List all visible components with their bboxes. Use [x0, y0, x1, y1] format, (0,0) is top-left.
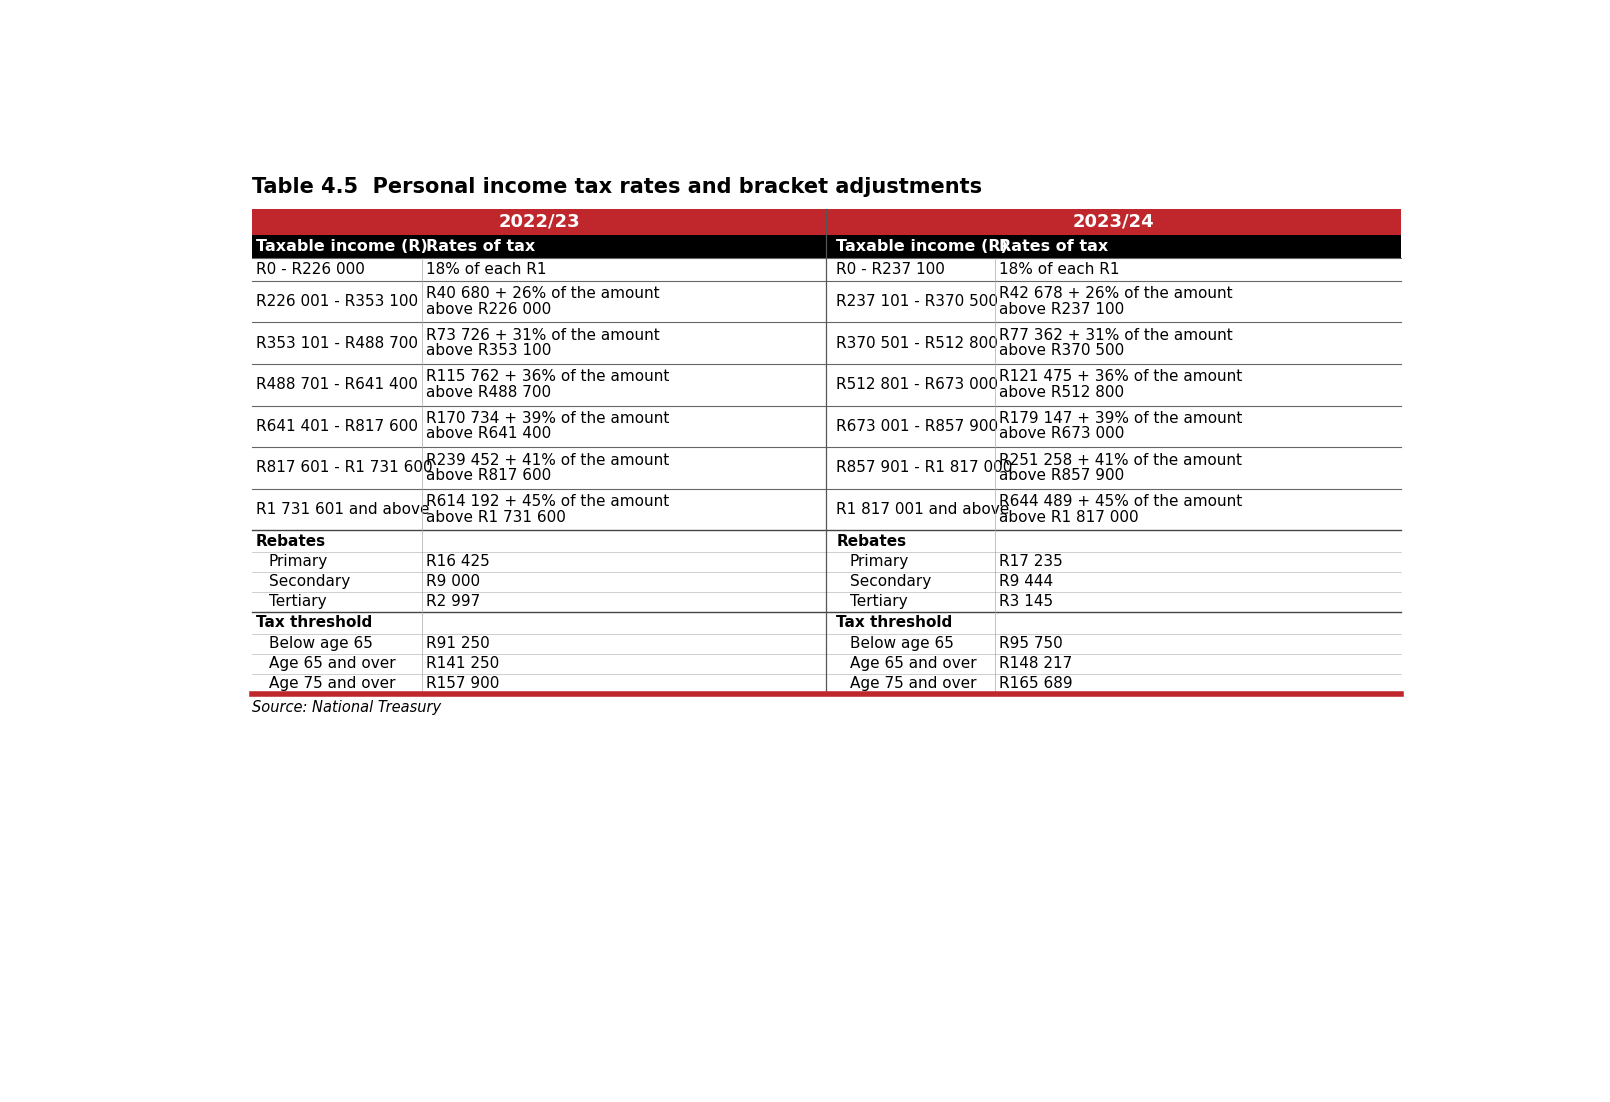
- Text: R17 235: R17 235: [1000, 554, 1063, 570]
- Bar: [251, 235, 1401, 258]
- Text: R95 750: R95 750: [1000, 636, 1063, 651]
- Text: Secondary: Secondary: [269, 574, 349, 590]
- Text: above R1 817 000: above R1 817 000: [1000, 509, 1138, 525]
- Text: Below age 65: Below age 65: [850, 636, 953, 651]
- Text: above R370 500: above R370 500: [1000, 343, 1124, 358]
- Text: R251 258 + 41% of the amount: R251 258 + 41% of the amount: [1000, 453, 1241, 467]
- Text: R148 217: R148 217: [1000, 656, 1072, 671]
- Text: R641 401 - R817 600: R641 401 - R817 600: [256, 419, 417, 434]
- Bar: [828, 209, 1401, 235]
- Text: above R641 400: above R641 400: [427, 426, 551, 442]
- Text: 2022/23: 2022/23: [497, 213, 580, 231]
- Text: above R237 100: above R237 100: [1000, 302, 1124, 316]
- Text: Tax threshold: Tax threshold: [836, 615, 953, 630]
- Text: Tax threshold: Tax threshold: [256, 615, 372, 630]
- Text: R121 475 + 36% of the amount: R121 475 + 36% of the amount: [1000, 369, 1243, 385]
- Bar: [251, 209, 826, 235]
- Text: R614 192 + 45% of the amount: R614 192 + 45% of the amount: [427, 494, 670, 509]
- Text: R239 452 + 41% of the amount: R239 452 + 41% of the amount: [427, 453, 670, 467]
- Text: above R1 731 600: above R1 731 600: [427, 509, 565, 525]
- Text: above R488 700: above R488 700: [427, 385, 551, 400]
- Text: R9 444: R9 444: [1000, 574, 1053, 590]
- Text: R157 900: R157 900: [427, 676, 499, 691]
- Text: 18% of each R1: 18% of each R1: [1000, 262, 1119, 277]
- Text: Age 75 and over: Age 75 and over: [269, 676, 394, 691]
- Text: R370 501 - R512 800: R370 501 - R512 800: [836, 336, 998, 350]
- Text: R488 701 - R641 400: R488 701 - R641 400: [256, 377, 417, 392]
- Text: R3 145: R3 145: [1000, 594, 1053, 609]
- Text: R115 762 + 36% of the amount: R115 762 + 36% of the amount: [427, 369, 670, 385]
- Text: Age 65 and over: Age 65 and over: [269, 656, 396, 671]
- Text: R0 - R226 000: R0 - R226 000: [256, 262, 364, 277]
- Text: Taxable income (R): Taxable income (R): [836, 239, 1008, 253]
- Text: R141 250: R141 250: [427, 656, 499, 671]
- Text: Age 65 and over: Age 65 and over: [850, 656, 976, 671]
- Text: above R512 800: above R512 800: [1000, 385, 1124, 400]
- Text: above R673 000: above R673 000: [1000, 426, 1124, 442]
- Text: R644 489 + 45% of the amount: R644 489 + 45% of the amount: [1000, 494, 1243, 509]
- Text: Rates of tax: Rates of tax: [427, 239, 535, 253]
- Text: Table 4.5  Personal income tax rates and bracket adjustments: Table 4.5 Personal income tax rates and …: [251, 177, 982, 197]
- Text: R91 250: R91 250: [427, 636, 489, 651]
- Text: Source: National Treasury: Source: National Treasury: [251, 700, 441, 715]
- Text: R512 801 - R673 000: R512 801 - R673 000: [836, 377, 998, 392]
- Text: above R353 100: above R353 100: [427, 343, 551, 358]
- Text: R2 997: R2 997: [427, 594, 480, 609]
- Text: R1 731 601 and above: R1 731 601 and above: [256, 503, 428, 517]
- Text: Rebates: Rebates: [256, 533, 325, 549]
- Text: Tertiary: Tertiary: [269, 594, 327, 609]
- Text: above R857 900: above R857 900: [1000, 468, 1124, 483]
- Text: Secondary: Secondary: [850, 574, 931, 590]
- Text: R73 726 + 31% of the amount: R73 726 + 31% of the amount: [427, 327, 660, 343]
- Text: R353 101 - R488 700: R353 101 - R488 700: [256, 336, 417, 350]
- Text: above R817 600: above R817 600: [427, 468, 551, 483]
- Text: R16 425: R16 425: [427, 554, 489, 570]
- Text: R673 001 - R857 900: R673 001 - R857 900: [836, 419, 998, 434]
- Text: R1 817 001 and above: R1 817 001 and above: [836, 503, 1009, 517]
- Text: R42 678 + 26% of the amount: R42 678 + 26% of the amount: [1000, 287, 1233, 301]
- Text: Taxable income (R): Taxable income (R): [256, 239, 427, 253]
- Text: R237 101 - R370 500: R237 101 - R370 500: [836, 294, 998, 310]
- Text: 2023/24: 2023/24: [1072, 213, 1154, 231]
- Text: Rebates: Rebates: [836, 533, 906, 549]
- Text: R9 000: R9 000: [427, 574, 480, 590]
- Text: Age 75 and over: Age 75 and over: [850, 676, 976, 691]
- Text: Primary: Primary: [850, 554, 908, 570]
- Text: R170 734 + 39% of the amount: R170 734 + 39% of the amount: [427, 411, 670, 426]
- Text: Rates of tax: Rates of tax: [1000, 239, 1108, 253]
- Text: R857 901 - R1 817 000: R857 901 - R1 817 000: [836, 461, 1013, 475]
- Text: R77 362 + 31% of the amount: R77 362 + 31% of the amount: [1000, 327, 1233, 343]
- Text: R165 689: R165 689: [1000, 676, 1072, 691]
- Text: Tertiary: Tertiary: [850, 594, 906, 609]
- Text: Below age 65: Below age 65: [269, 636, 372, 651]
- Text: 18% of each R1: 18% of each R1: [427, 262, 546, 277]
- Text: above R226 000: above R226 000: [427, 302, 551, 316]
- Text: R179 147 + 39% of the amount: R179 147 + 39% of the amount: [1000, 411, 1243, 426]
- Text: R0 - R237 100: R0 - R237 100: [836, 262, 945, 277]
- Text: Primary: Primary: [269, 554, 328, 570]
- Text: R226 001 - R353 100: R226 001 - R353 100: [256, 294, 417, 310]
- Text: R40 680 + 26% of the amount: R40 680 + 26% of the amount: [427, 287, 660, 301]
- Text: R817 601 - R1 731 600: R817 601 - R1 731 600: [256, 461, 431, 475]
